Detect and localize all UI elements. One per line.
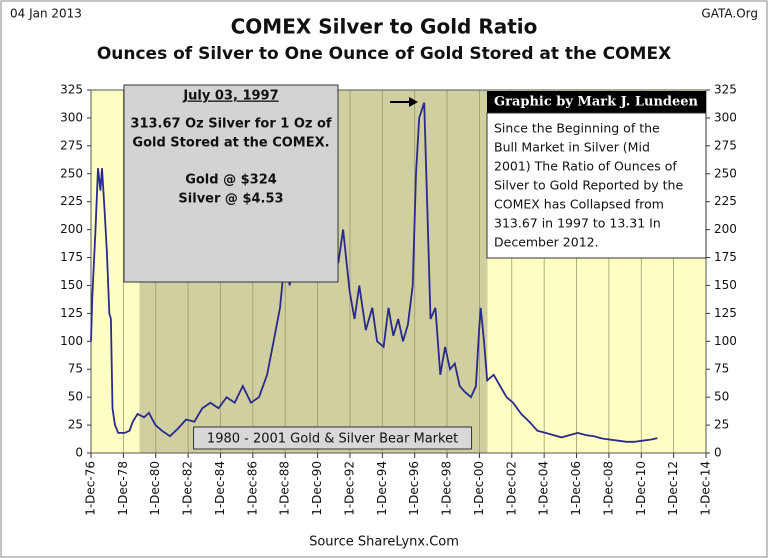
- x-tick-label: 1-Dec-08: [601, 461, 615, 516]
- credit-box: [487, 91, 706, 113]
- band-label: 1980 - 2001 Gold & Silver Bear Market: [207, 432, 458, 447]
- band-label-box: [193, 426, 473, 450]
- y-tick-label: 25: [68, 418, 83, 432]
- note-line: Since the Beginning of the: [494, 121, 660, 136]
- y-tick-label: 300: [60, 110, 83, 124]
- x-tick-label: 1-Dec-04: [537, 461, 551, 516]
- callout-line: Gold Stored at the COMEX.: [132, 136, 329, 151]
- chart-title: COMEX Silver to Gold Ratio: [231, 15, 538, 39]
- y2-tick-label: 175: [714, 250, 737, 264]
- note-line: COMEX has Collapsed from: [494, 197, 664, 212]
- x-tick-label: 1-Dec-02: [504, 461, 518, 516]
- y2-tick-label: 125: [714, 306, 737, 320]
- y-tick-label: 100: [60, 334, 83, 348]
- x-tick-label: 1-Dec-92: [342, 461, 356, 516]
- y2-tick-label: 200: [714, 222, 737, 236]
- credit: Graphic by Mark J. Lundeen: [494, 95, 699, 110]
- callout-box: [123, 84, 339, 283]
- y-tick-label: 75: [68, 362, 83, 376]
- callout-line: Gold @ $324: [185, 173, 277, 188]
- x-tick-label: 1-Dec-10: [634, 461, 648, 516]
- x-tick-label: 1-Dec-88: [278, 461, 292, 516]
- x-tick-label: 1-Dec-14: [699, 461, 713, 516]
- x-tick-label: 1-Dec-12: [666, 461, 680, 516]
- callout-heading: July 03, 1997: [182, 89, 278, 104]
- y-tick-label: 275: [60, 138, 83, 152]
- x-tick-label: 1-Dec-00: [472, 461, 486, 516]
- note-box: [486, 112, 707, 259]
- x-tick-label: 1-Dec-84: [213, 461, 227, 516]
- x-tick-label: 1-Dec-78: [116, 461, 130, 516]
- chart-subtitle: Ounces of Silver to One Ounce of Gold St…: [97, 44, 671, 64]
- y2-tick-label: 50: [714, 390, 729, 404]
- y-tick-label: 0: [75, 446, 83, 460]
- x-tick-label: 1-Dec-76: [84, 461, 98, 516]
- y-tick-label: 250: [60, 166, 83, 180]
- source: Source ShareLynx.Com: [309, 535, 459, 550]
- note-line: Bull Market in Silver (Mid: [494, 140, 650, 155]
- y-tick-label: 50: [68, 390, 83, 404]
- data-line: [90, 102, 658, 443]
- y2-tick-label: 75: [714, 362, 729, 376]
- note-line: Silver to Gold Reported by the: [494, 178, 683, 193]
- callout-line: 313.67 Oz Silver for 1 Oz of: [130, 117, 332, 132]
- y2-tick-label: 300: [714, 110, 737, 124]
- x-tick-label: 1-Dec-06: [569, 461, 583, 516]
- x-tick-label: 1-Dec-94: [375, 461, 389, 516]
- y-tick-label: 175: [60, 250, 83, 264]
- y2-tick-label: 225: [714, 194, 737, 208]
- x-tick-label: 1-Dec-90: [310, 461, 324, 516]
- date-label: 04 Jan 2013: [10, 7, 82, 21]
- y-tick-label: 200: [60, 222, 83, 236]
- callout-line: Silver @ $4.53: [178, 192, 283, 207]
- y2-tick-label: 250: [714, 166, 737, 180]
- y-tick-label: 325: [60, 83, 83, 97]
- y2-tick-label: 100: [714, 334, 737, 348]
- y-tick-label: 225: [60, 194, 83, 208]
- y2-tick-label: 25: [714, 418, 729, 432]
- x-tick-label: 1-Dec-82: [181, 461, 195, 516]
- note-line: 2001) The Ratio of Ounces of: [494, 159, 677, 174]
- note-line: December 2012.: [494, 235, 599, 250]
- y-tick-label: 125: [60, 306, 83, 320]
- y2-tick-label: 150: [714, 278, 737, 292]
- y2-tick-label: 275: [714, 138, 737, 152]
- x-tick-label: 1-Dec-96: [407, 461, 421, 516]
- note-line: 313.67 in 1997 to 13.31 In: [494, 216, 661, 231]
- y2-tick-label: 0: [714, 446, 722, 460]
- y2-tick-label: 325: [714, 83, 737, 97]
- x-tick-label: 1-Dec-98: [440, 461, 454, 516]
- x-tick-label: 1-Dec-80: [148, 461, 162, 516]
- plot-border: [90, 89, 707, 454]
- arrow-head: [409, 97, 418, 107]
- site-label: GATA.Org: [701, 7, 758, 21]
- x-tick-label: 1-Dec-86: [245, 461, 259, 516]
- y-tick-label: 150: [60, 278, 83, 292]
